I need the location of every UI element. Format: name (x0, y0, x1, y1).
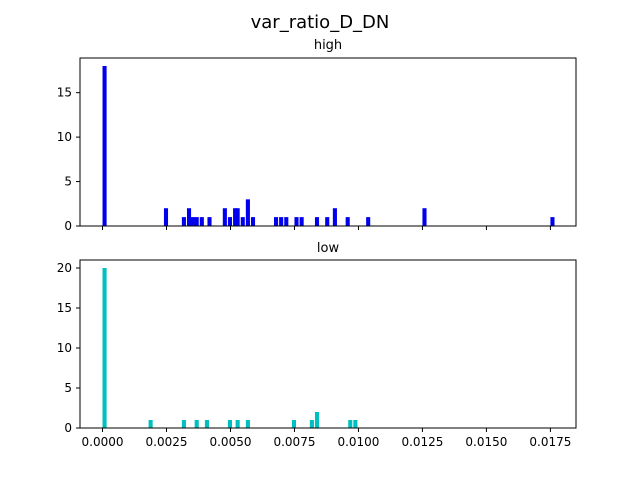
histogram-bar (227, 420, 233, 428)
histogram-bar (227, 217, 233, 226)
histogram-bar (235, 420, 240, 428)
subplot-title-high: high (314, 38, 342, 53)
histogram-high: high 0 5 10 15 (57, 38, 577, 233)
x-tick-label: 0.0050 (209, 435, 251, 449)
plot-frame-low (79, 259, 577, 429)
histogram-bar (222, 208, 227, 226)
y-tick-label: 15 (57, 86, 72, 100)
histogram-bar (314, 412, 320, 428)
histogram-bar (279, 217, 284, 226)
x-tick-label: 0.0175 (529, 435, 571, 449)
histogram-bar (181, 420, 186, 428)
histogram-bar (353, 420, 358, 428)
histogram-bar (422, 208, 427, 226)
histogram-bar (309, 420, 314, 428)
x-tick-label: 0.0150 (465, 435, 507, 449)
histogram-bar (348, 420, 353, 428)
x-axis-low: 0.0000 0.0025 0.0050 0.0075 0.0100 0.0125 0.01… (82, 428, 571, 449)
x-axis-high (102, 226, 551, 230)
histogram-bar (550, 217, 555, 226)
y-tick-label: 0 (64, 421, 72, 435)
histogram-bar (181, 217, 186, 226)
figure-title: var_ratio_D_DN (251, 12, 390, 33)
histogram-bar (233, 208, 238, 226)
histogram-bar (332, 208, 337, 226)
y-tick-label: 5 (64, 175, 72, 189)
histogram-bar (240, 217, 245, 226)
histogram-bar (102, 268, 107, 428)
histogram-bar (314, 217, 320, 226)
y-tick-label: 0 (64, 219, 72, 233)
histogram-bar (345, 217, 350, 226)
x-tick-label: 0.0000 (82, 435, 124, 449)
histogram-bar (366, 217, 371, 226)
histogram-bar (245, 420, 250, 428)
histogram-bar (245, 199, 250, 226)
x-tick-label: 0.0125 (401, 435, 443, 449)
histogram-bar (190, 217, 195, 226)
y-tick-label: 20 (57, 261, 72, 275)
histogram-bar (204, 420, 209, 428)
subplot-title-low: low (317, 241, 340, 256)
histogram-bar (199, 217, 204, 226)
bars-high (102, 66, 555, 226)
x-tick-label: 0.0025 (146, 435, 188, 449)
histogram-bar (235, 208, 240, 226)
histogram-bar (274, 217, 279, 226)
histogram-bar (250, 217, 256, 226)
bars-low (102, 268, 358, 428)
histogram-bar (291, 420, 296, 428)
histogram-bar (102, 66, 107, 226)
y-tick-label: 10 (57, 130, 72, 144)
histogram-bar (163, 208, 169, 226)
histogram-bar (148, 420, 153, 428)
y-axis-low: 0 5 10 15 20 (57, 261, 80, 435)
histogram-bar (194, 420, 199, 428)
y-tick-label: 5 (64, 381, 72, 395)
histogram-bar (299, 217, 304, 226)
histogram-bar (294, 217, 299, 226)
histogram-bar (207, 217, 212, 226)
histogram-bar (186, 208, 192, 226)
histogram-bar (284, 217, 289, 226)
plot-frame-high (79, 57, 577, 227)
x-tick-label: 0.0075 (273, 435, 315, 449)
y-tick-label: 10 (57, 341, 72, 355)
y-axis-high: 0 5 10 15 (57, 86, 80, 233)
histogram-bar (194, 217, 199, 226)
x-tick-label: 0.0100 (337, 435, 379, 449)
histogram-bar (325, 217, 330, 226)
y-tick-label: 15 (57, 301, 72, 315)
